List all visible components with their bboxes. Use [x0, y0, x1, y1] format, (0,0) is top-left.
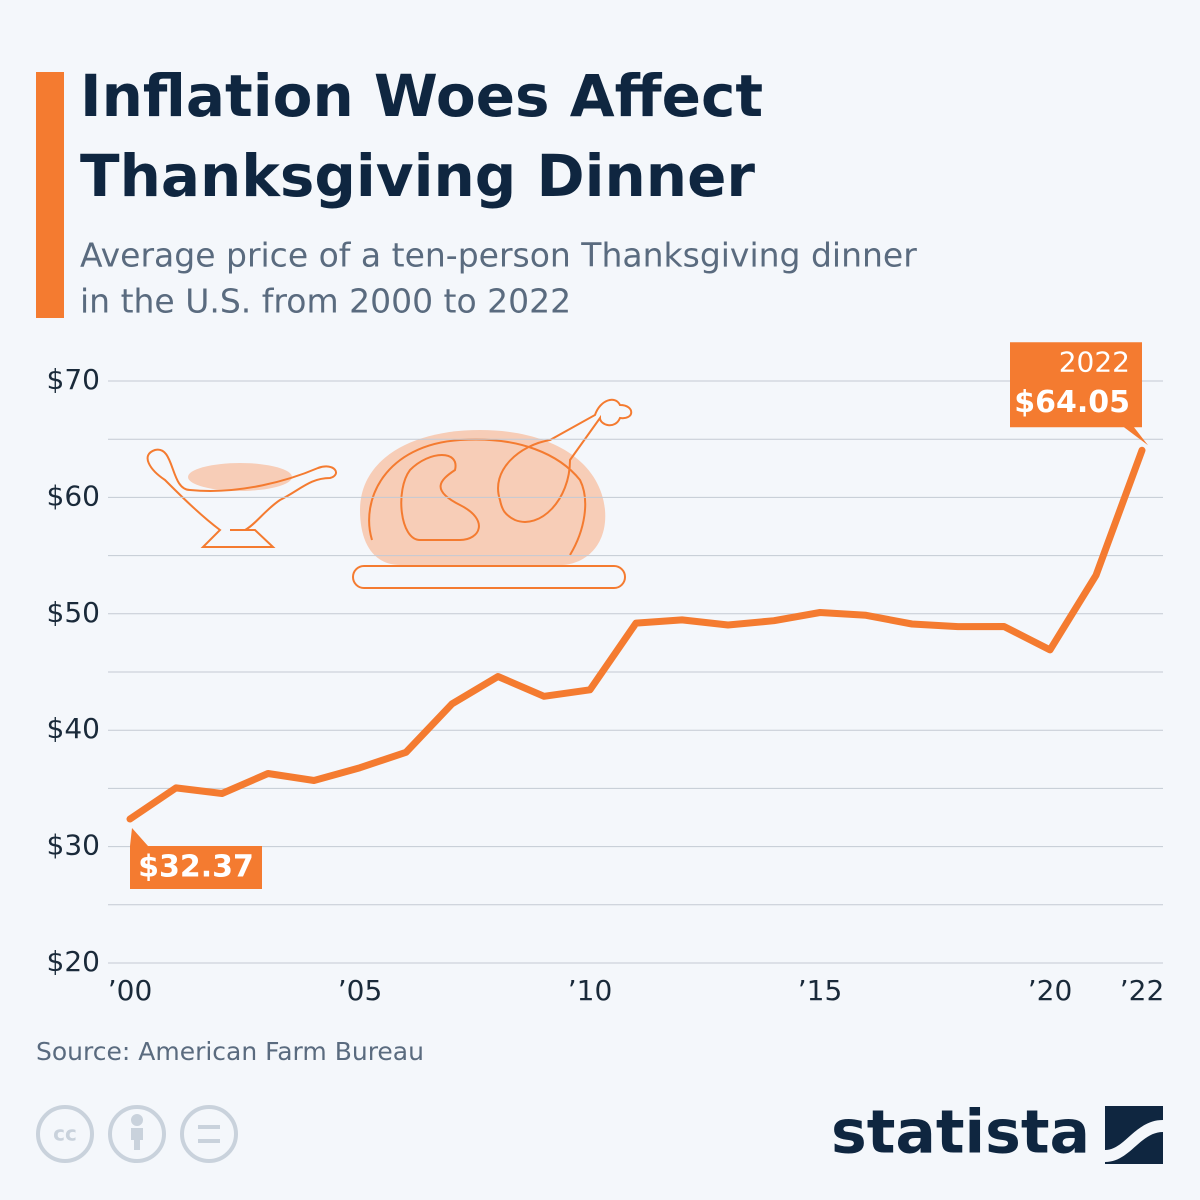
value-label: $32.37	[138, 850, 254, 885]
y-tick-label: $20	[47, 945, 100, 978]
y-tick-label: $40	[47, 712, 100, 745]
x-tick-label: ’22	[1120, 974, 1165, 1007]
x-tick-label: ’00	[108, 974, 153, 1007]
x-tick-label: ’15	[798, 974, 843, 1007]
brand-mark	[1105, 1106, 1163, 1164]
gravy-boat-icon	[146, 448, 337, 548]
license-icons	[36, 1105, 238, 1163]
annotation-year: 2022	[1059, 345, 1130, 378]
x-tick-label: ’20	[1028, 974, 1073, 1007]
y-tick-label: $70	[47, 363, 100, 396]
source: Source: American Farm Bureau	[36, 1037, 424, 1066]
annotation-box	[1010, 342, 1148, 446]
chart-title: Inflation Woes Affect	[80, 62, 763, 130]
y-tick-label: $60	[47, 479, 100, 512]
chart-subtitle: Average price of a ten-person Thanksgivi…	[80, 236, 917, 275]
annotation-box	[130, 828, 262, 890]
accent-bar	[36, 72, 64, 318]
data-line	[126, 446, 1146, 823]
license-cc: cc	[53, 1122, 77, 1146]
chart-title: Thanksgiving Dinner	[80, 142, 755, 210]
value-label: $64.05	[1014, 385, 1130, 420]
brand-logo: statista	[831, 1098, 1090, 1168]
y-tick-label: $30	[47, 829, 100, 862]
x-tick-label: ’05	[338, 974, 383, 1007]
x-tick-label: ’10	[568, 974, 613, 1007]
chart-subtitle: in the U.S. from 2000 to 2022	[80, 282, 571, 321]
y-tick-label: $50	[47, 596, 100, 629]
